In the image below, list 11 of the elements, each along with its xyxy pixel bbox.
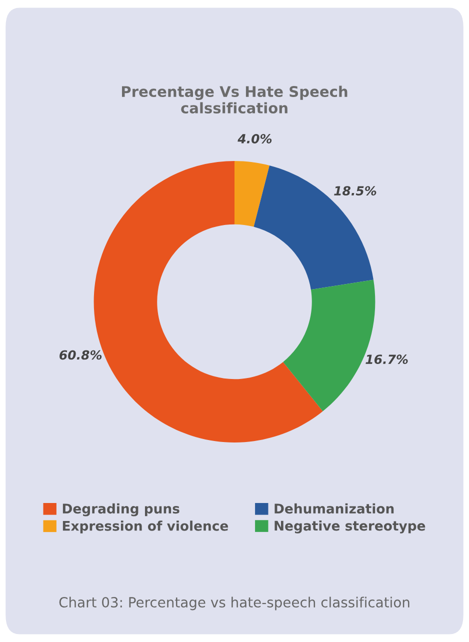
chart-title: Precentage Vs Hate Speech calssification: [122, 86, 348, 114]
legend-label: Negative stereotype: [274, 520, 426, 534]
legend-label: Expression of violence: [62, 520, 228, 534]
data-label: 60.8%: [60, 350, 102, 360]
caption: Chart 03: Percentage vs hate-speech classification: [59, 596, 410, 610]
data-label: 4.0%: [238, 134, 272, 144]
legend-label: Degrading puns: [62, 503, 180, 516]
legend-label: Dehumanization: [274, 503, 394, 514]
data-label: 18.5%: [334, 186, 376, 196]
data-label: 16.7%: [366, 354, 408, 364]
donut-slice: [234, 161, 270, 227]
